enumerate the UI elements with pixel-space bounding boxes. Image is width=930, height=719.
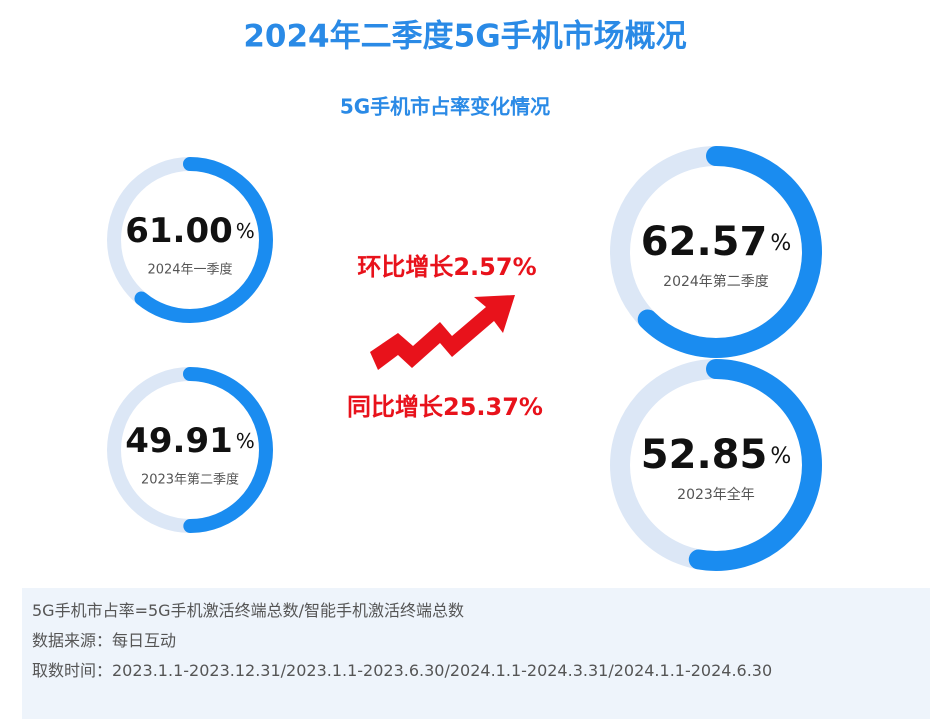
value-unit: % <box>236 429 255 453</box>
donut-arc <box>610 146 822 358</box>
donut-label: 2024年一季度 <box>147 262 232 278</box>
value-unit: % <box>236 219 255 243</box>
donut-label: 2023年第二季度 <box>141 472 239 488</box>
value-number: 62.57 <box>641 219 768 265</box>
note: 数据来源：每日互动 <box>32 631 177 650</box>
donut-arc <box>610 359 822 571</box>
value-number: 49.91 <box>125 421 233 461</box>
value-unit: % <box>770 231 791 256</box>
note: 5G手机市占率=5G手机激活终端总数/智能手机激活终端总数 <box>32 601 464 620</box>
value-label: 49.91% <box>125 421 255 461</box>
value-number: 61.00 <box>125 211 233 251</box>
donut-label: 2024年第二季度 <box>663 273 769 290</box>
value-number: 52.85 <box>641 432 768 478</box>
donut-arc <box>107 157 273 323</box>
change-text: 同比增长25.37% <box>347 393 543 421</box>
growth-arrow <box>370 295 515 370</box>
donut-label: 2023年全年 <box>677 486 755 503</box>
subtitle: 5G手机市占率变化情况 <box>340 95 550 119</box>
notes: 5G手机市占率=5G手机激活终端总数/智能手机激活终端总数 数据来源：每日互动 … <box>22 588 930 719</box>
value-label: 62.57% <box>641 219 791 265</box>
donut-arc <box>107 367 273 533</box>
change-text: 环比增长2.57% <box>357 253 536 281</box>
value-unit: % <box>770 444 791 469</box>
value-label: 61.00% <box>125 211 255 251</box>
value-label: 52.85% <box>641 432 791 478</box>
title: 2024年二季度5G手机市场概况 <box>243 19 686 55</box>
note: 取数时间：2023.1.1-2023.12.31/2023.1.1-2023.6… <box>32 661 773 680</box>
